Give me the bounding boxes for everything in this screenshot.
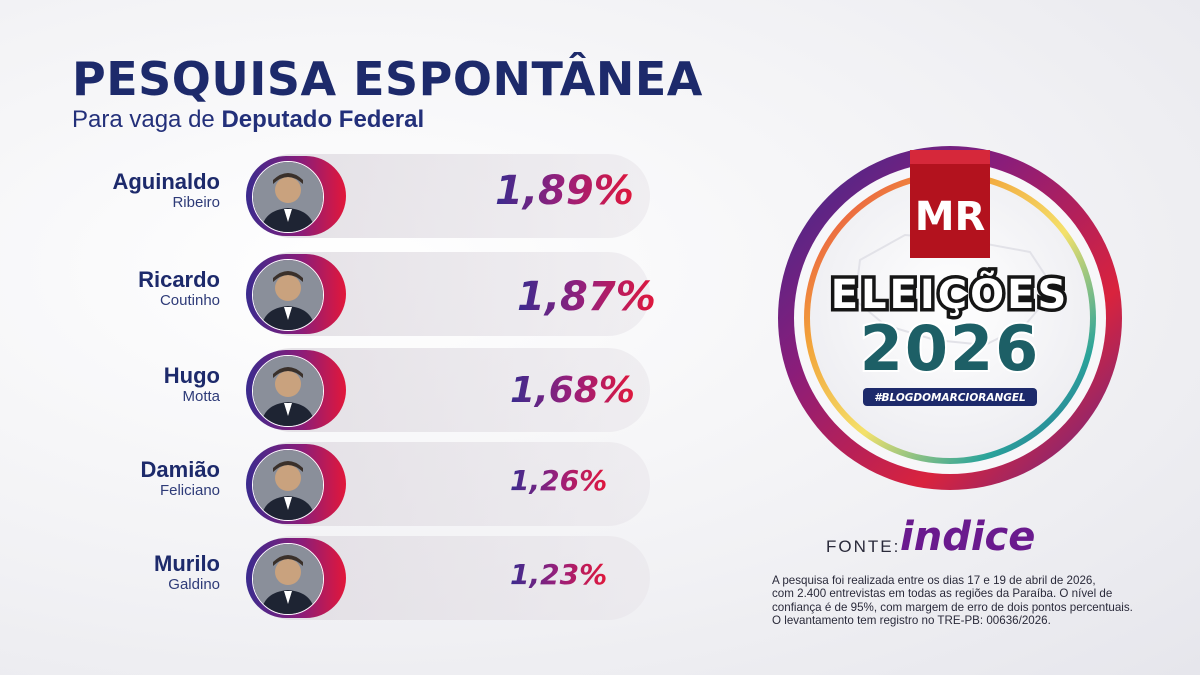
- methodology-footnote: A pesquisa foi realizada entre os dias 1…: [772, 574, 1172, 628]
- candidate-photo: [252, 449, 324, 521]
- candidate-name: Ricardo Coutinho: [138, 268, 220, 310]
- source-label: FONTE:: [826, 537, 901, 556]
- mr-initials: MR: [915, 194, 986, 240]
- footnote-line: confiança é de 95%, com margem de erro d…: [772, 600, 1133, 614]
- mr-logo-badge: [910, 150, 990, 258]
- candidate-row: Aguinaldo Ribeiro 1,89%: [80, 154, 650, 238]
- candidate-first-name: Aguinaldo: [112, 169, 220, 194]
- eleicoes-text: ELEIÇÕES: [831, 270, 1070, 318]
- page-subtitle: Para vaga de Deputado Federal: [72, 106, 424, 134]
- percentage-label: 1,87%: [517, 274, 656, 320]
- eleicoes-2026-logo: MR ELEIÇÕES 2026 #BLOGDOMARCIORANGEL: [778, 146, 1122, 490]
- candidate-row: Damião Feliciano 1,26%: [80, 442, 650, 526]
- year-text: 2026: [860, 312, 1041, 385]
- candidate-photo: [252, 259, 324, 331]
- footnote-line: A pesquisa foi realizada entre os dias 1…: [772, 574, 1096, 587]
- source-brand-logo: indice: [900, 514, 1036, 560]
- candidate-row: Murilo Galdino 1,23%: [80, 536, 650, 620]
- candidate-last-name: Coutinho: [159, 292, 220, 309]
- candidate-first-name: Ricardo: [138, 267, 220, 292]
- hashtag-banner: [863, 388, 1037, 406]
- candidate-row: Hugo Motta 1,68%: [80, 348, 650, 432]
- candidate-first-name: Hugo: [163, 363, 220, 388]
- candidate-first-name: Damião: [140, 457, 220, 482]
- candidate-last-name: Feliciano: [159, 482, 220, 499]
- candidate-row: Ricardo Coutinho 1,87%: [80, 252, 656, 336]
- candidate-name: Aguinaldo Ribeiro: [112, 170, 220, 212]
- candidate-first-name: Murilo: [154, 551, 220, 576]
- candidate-last-name: Galdino: [168, 576, 220, 593]
- subtitle-prefix: Para vaga de: [72, 106, 215, 133]
- candidate-photo: [252, 543, 324, 615]
- footnote-line: com 2.400 entrevistas em todas as regiõe…: [772, 587, 1113, 601]
- percentage-label: 1,23%: [510, 558, 608, 591]
- candidate-name: Damião Feliciano: [141, 458, 220, 500]
- candidate-name: Murilo Galdino: [154, 552, 220, 594]
- percentage-label: 1,68%: [510, 370, 635, 411]
- footnote-line: O levantamento tem registro no TRE-PB: 0…: [772, 614, 1051, 628]
- candidate-last-name: Ribeiro: [172, 194, 220, 211]
- subtitle-bold: Deputado Federal: [221, 106, 425, 133]
- candidate-photo: [252, 355, 324, 427]
- candidate-photo: [252, 161, 324, 233]
- percentage-label: 1,26%: [510, 464, 608, 497]
- page-title: PESQUISA ESPONTÂNEA: [72, 52, 703, 106]
- percentage-label: 1,89%: [495, 168, 634, 214]
- candidate-name: Hugo Motta: [164, 364, 220, 406]
- hashtag-text: #BLOGDOMARCIORANGEL: [874, 392, 1026, 404]
- candidate-last-name: Motta: [182, 388, 220, 405]
